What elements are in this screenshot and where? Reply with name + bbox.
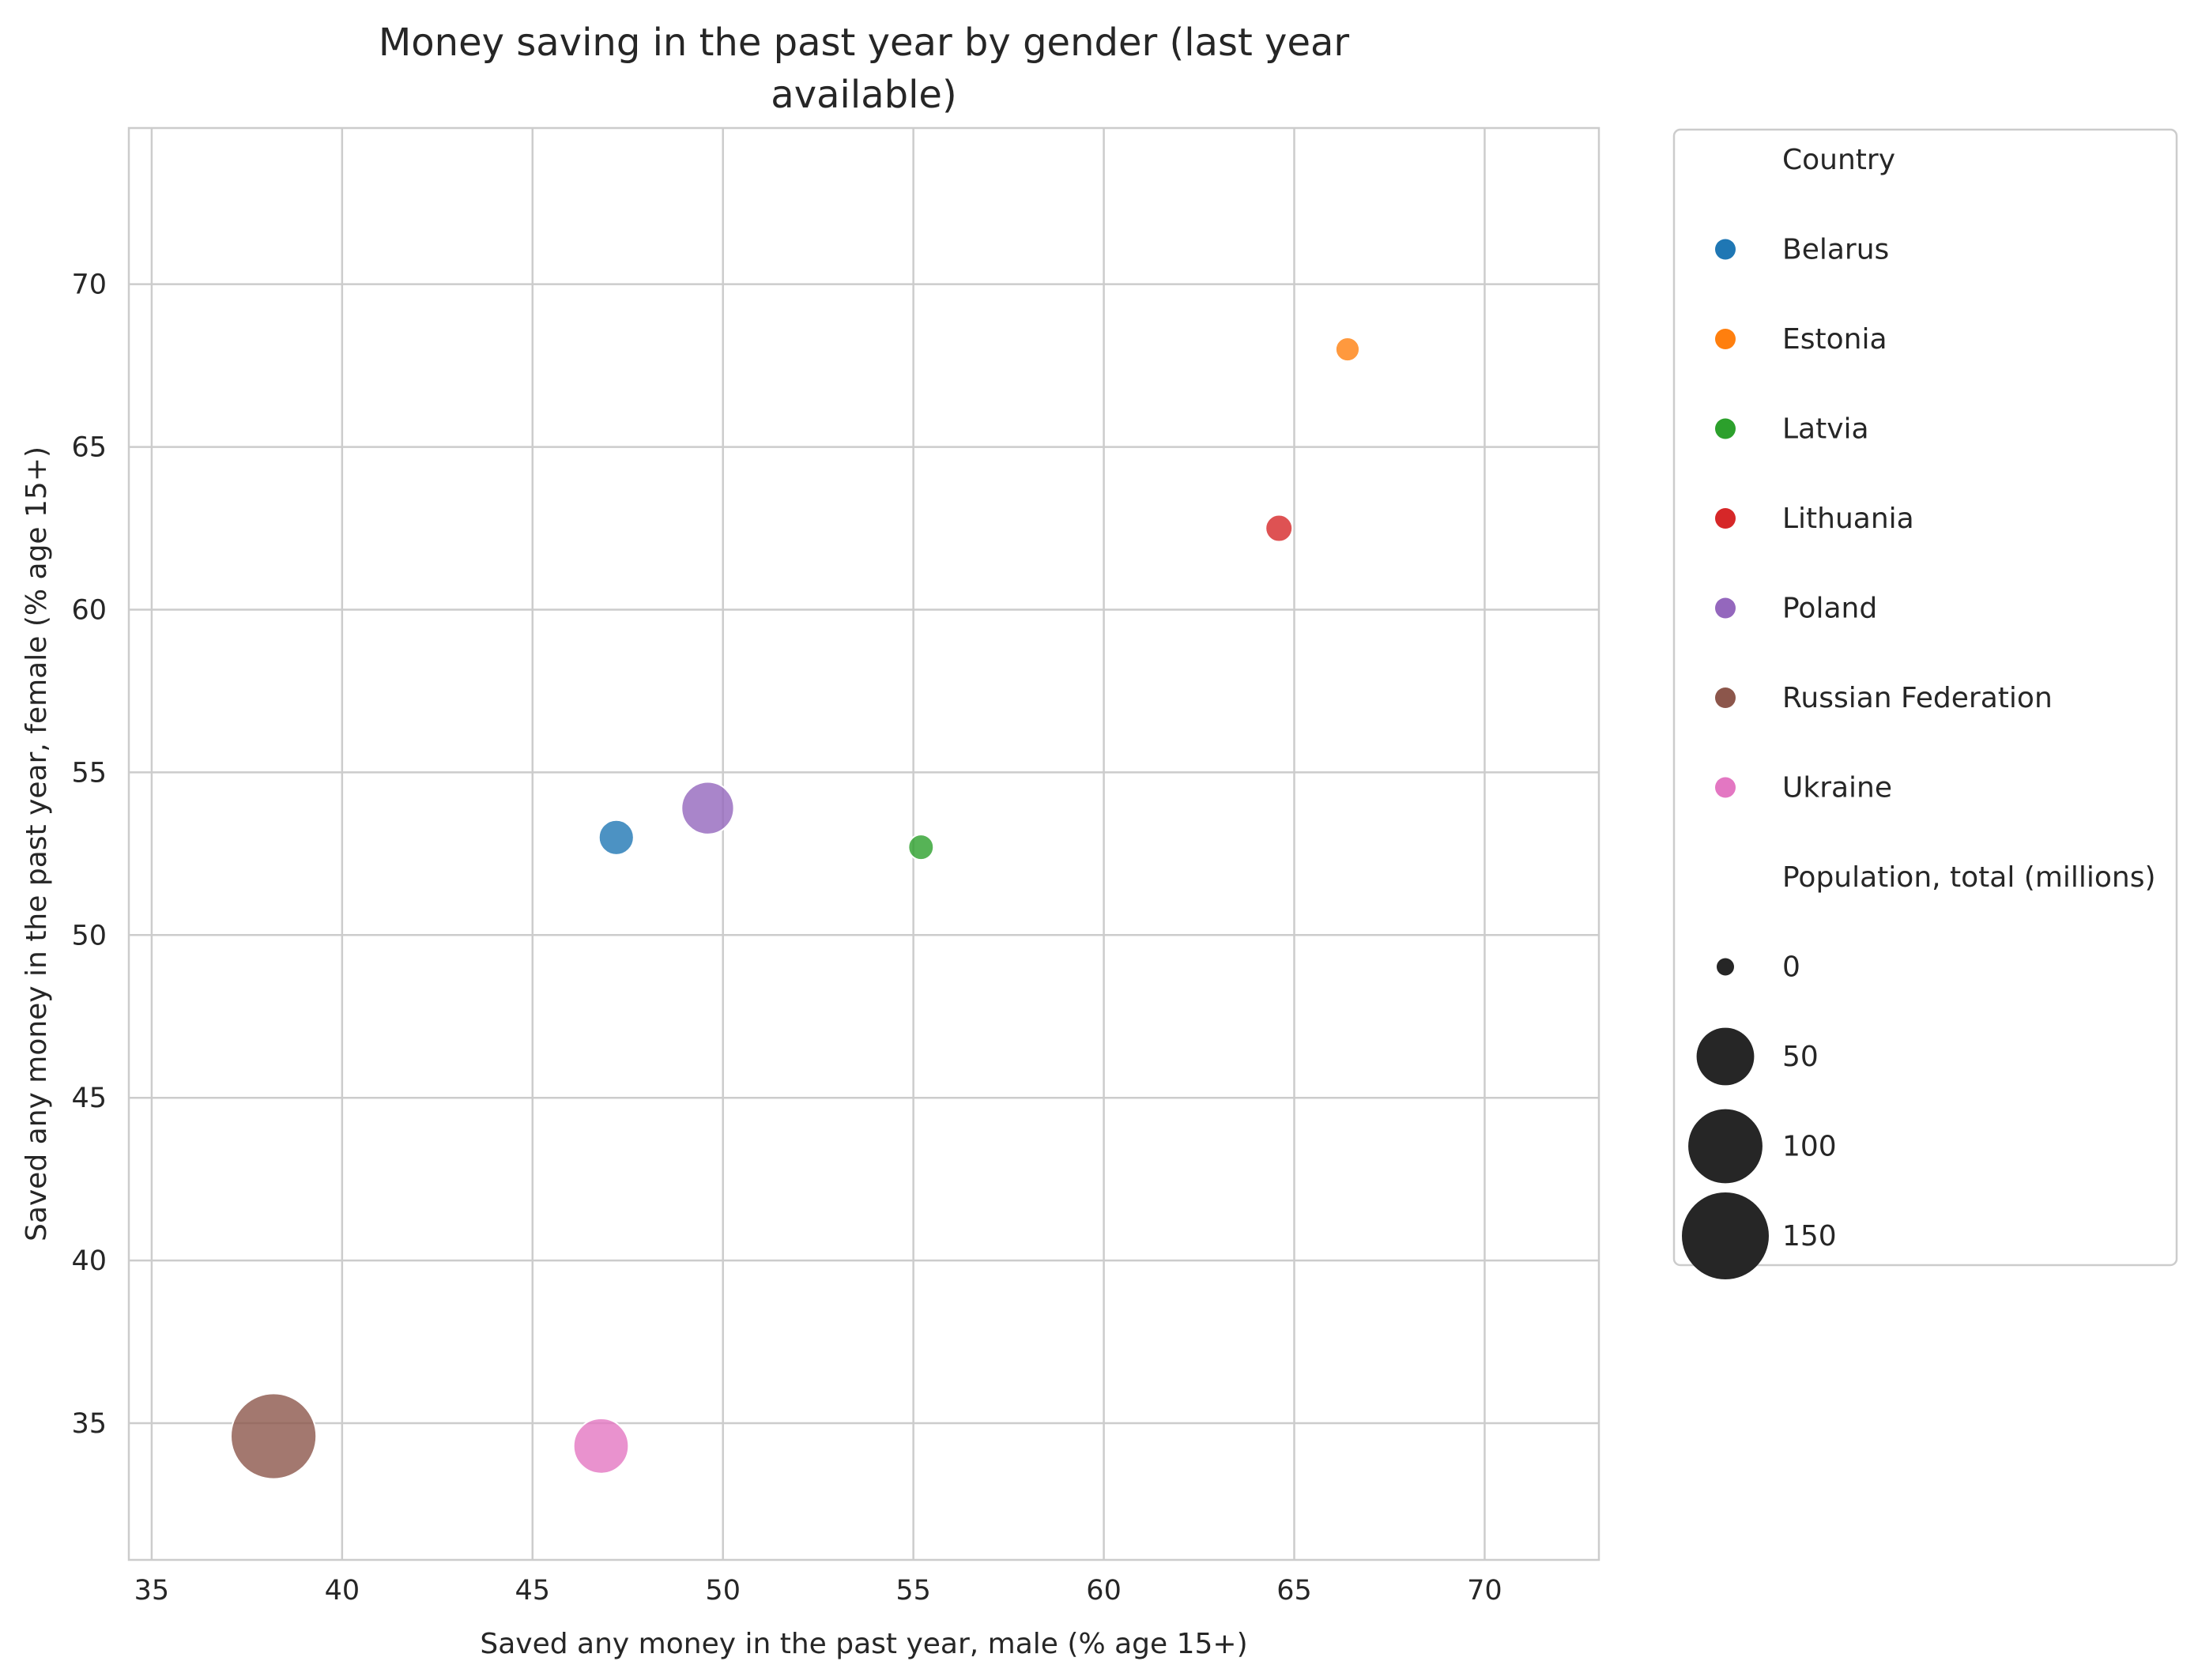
chart-title-line-1: Money saving in the past year by gender … bbox=[379, 21, 1350, 65]
x-axis-label: Saved any money in the past year, male (… bbox=[480, 1628, 1247, 1660]
legend-label-russian-federation: Russian Federation bbox=[1782, 682, 2053, 714]
legend-title-country: Country bbox=[1782, 144, 1895, 176]
plot-area-frame bbox=[127, 126, 1600, 1561]
x-tick-label: 35 bbox=[134, 1575, 170, 1607]
legend-marker-belarus bbox=[1715, 239, 1736, 260]
legend-size-label: 50 bbox=[1782, 1041, 1819, 1073]
legend-marker-ukraine bbox=[1715, 777, 1736, 798]
data-point-russian-federation bbox=[229, 1392, 318, 1480]
data-points bbox=[229, 336, 1361, 1480]
x-tick-label: 40 bbox=[325, 1575, 360, 1607]
x-tick-label: 65 bbox=[1276, 1575, 1312, 1607]
data-point-ukraine bbox=[572, 1418, 630, 1475]
y-tick-label: 50 bbox=[71, 920, 107, 951]
legend-label-lithuania: Lithuania bbox=[1782, 503, 1914, 535]
tick-labels: 35 40 45 50 55 60 65 70 35 40 45 50 55 60 65 70 bbox=[71, 269, 1502, 1607]
legend-label-belarus: Belarus bbox=[1782, 234, 1889, 266]
data-point-estonia bbox=[1334, 336, 1361, 363]
data-point-belarus bbox=[598, 819, 635, 856]
y-tick-label: 40 bbox=[71, 1245, 107, 1277]
legend-label-latvia: Latvia bbox=[1782, 413, 1869, 446]
legend: Country Belarus Estonia Latvia Lithuania Pol… bbox=[1672, 128, 2178, 1279]
y-tick-label: 65 bbox=[71, 432, 107, 464]
legend-size-marker bbox=[1696, 1027, 1755, 1086]
legend-size-marker bbox=[1682, 1192, 1769, 1279]
legend-label-estonia: Estonia bbox=[1782, 323, 1887, 356]
x-tick-label: 70 bbox=[1467, 1575, 1502, 1607]
legend-label-poland: Poland bbox=[1782, 593, 1877, 625]
y-tick-label: 60 bbox=[71, 594, 107, 626]
legend-size-label: 100 bbox=[1782, 1131, 1837, 1163]
legend-title-population: Population, total (millions) bbox=[1782, 861, 2156, 894]
legend-entries: Belarus Estonia Latvia Lithuania Poland Russi… bbox=[1682, 234, 2156, 1279]
legend-marker-poland bbox=[1715, 597, 1736, 619]
data-point-poland bbox=[681, 781, 735, 835]
legend-size-label: 0 bbox=[1782, 951, 1800, 984]
legend-marker-russian-federation bbox=[1715, 687, 1736, 708]
y-tick-label: 55 bbox=[71, 757, 107, 789]
y-tick-label: 70 bbox=[71, 269, 107, 301]
y-tick-label: 35 bbox=[71, 1408, 107, 1440]
legend-size-marker bbox=[1688, 1109, 1763, 1184]
grid-lines bbox=[129, 128, 1599, 1560]
legend-marker-lithuania bbox=[1715, 508, 1736, 529]
legend-size-marker bbox=[1717, 958, 1734, 976]
data-point-lithuania bbox=[1265, 514, 1294, 543]
legend-frame bbox=[1672, 128, 2178, 1267]
x-tick-label: 55 bbox=[895, 1575, 931, 1607]
y-axis-label: Saved any money in the past year, female… bbox=[21, 446, 53, 1241]
legend-marker-estonia bbox=[1715, 329, 1736, 349]
chart-title-line-2: available) bbox=[771, 73, 956, 117]
legend-size-label: 150 bbox=[1782, 1220, 1837, 1252]
legend-marker-latvia bbox=[1715, 418, 1736, 439]
x-tick-label: 60 bbox=[1086, 1575, 1122, 1607]
data-point-latvia bbox=[907, 834, 935, 861]
x-tick-label: 45 bbox=[515, 1575, 551, 1607]
legend-label-ukraine: Ukraine bbox=[1782, 772, 1892, 804]
y-tick-label: 45 bbox=[71, 1083, 107, 1114]
x-tick-label: 50 bbox=[705, 1575, 741, 1607]
